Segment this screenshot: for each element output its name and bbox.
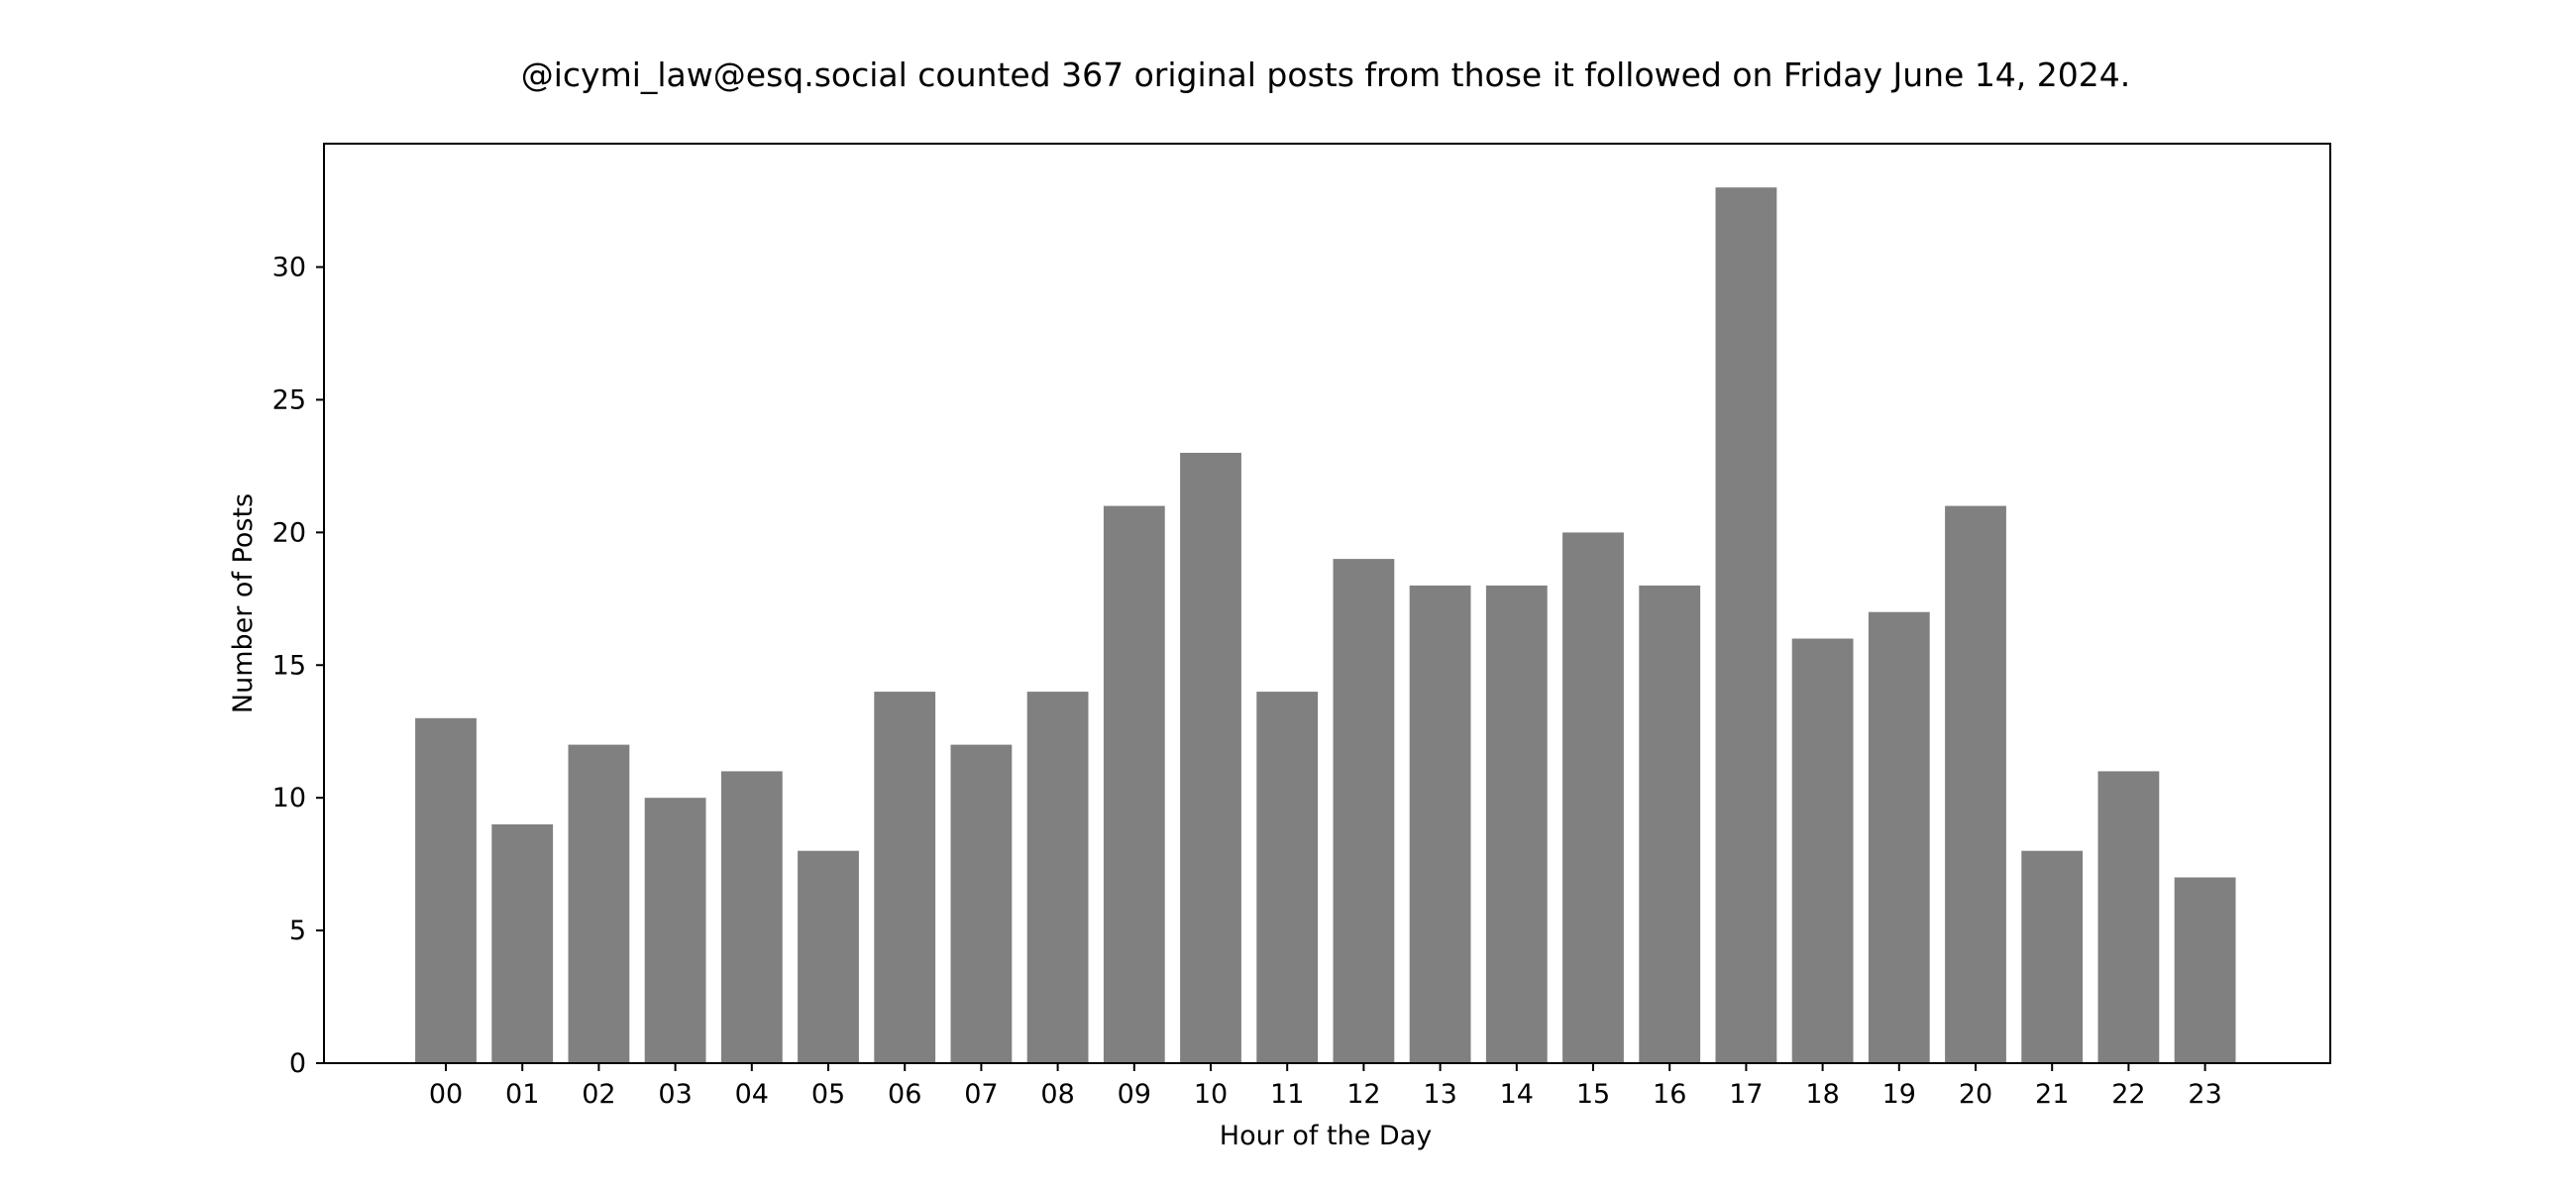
x-tick-label: 12 bbox=[1346, 1079, 1380, 1110]
x-tick-label: 23 bbox=[2188, 1079, 2221, 1110]
x-tick-label: 07 bbox=[964, 1079, 998, 1110]
bar-06 bbox=[874, 692, 936, 1063]
x-tick-label: 10 bbox=[1194, 1079, 1228, 1110]
x-tick-label: 13 bbox=[1423, 1079, 1456, 1110]
bars-group bbox=[415, 187, 2236, 1064]
bar-16 bbox=[1639, 585, 1701, 1063]
bar-20 bbox=[1945, 505, 2006, 1064]
x-tick-label: 19 bbox=[1882, 1079, 1916, 1110]
bar-05 bbox=[798, 850, 859, 1063]
y-tick-label: 0 bbox=[289, 1048, 306, 1079]
x-tick-label: 16 bbox=[1653, 1079, 1686, 1110]
bar-03 bbox=[644, 798, 706, 1063]
bar-22 bbox=[2097, 771, 2160, 1063]
y-tick-label: 5 bbox=[289, 916, 306, 946]
x-tick-label: 01 bbox=[505, 1079, 539, 1110]
bar-13 bbox=[1409, 585, 1471, 1063]
y-axis-label: Number of Posts bbox=[228, 493, 259, 713]
bar-17 bbox=[1715, 187, 1777, 1063]
bar-11 bbox=[1256, 692, 1319, 1063]
y-tick-label: 30 bbox=[272, 253, 306, 283]
y-tick-label: 20 bbox=[272, 517, 306, 548]
bar-15 bbox=[1562, 532, 1624, 1063]
bar-07 bbox=[950, 744, 1013, 1063]
x-tick-label: 20 bbox=[1959, 1079, 1992, 1110]
x-tick-label: 02 bbox=[582, 1079, 615, 1110]
y-axis: 0 5 10 15 20 25 30 bbox=[272, 253, 324, 1079]
bar-19 bbox=[1868, 611, 1930, 1063]
x-tick-label: 15 bbox=[1576, 1079, 1610, 1110]
x-tick-label: 22 bbox=[2111, 1079, 2145, 1110]
bar-12 bbox=[1333, 559, 1395, 1063]
bar-21 bbox=[2021, 850, 2084, 1063]
y-tick-label: 25 bbox=[272, 384, 306, 415]
y-tick-label: 10 bbox=[272, 783, 306, 813]
bar-00 bbox=[415, 717, 477, 1063]
plot-frame bbox=[323, 143, 2331, 1064]
x-tick-label: 03 bbox=[658, 1079, 692, 1110]
y-tick-label: 15 bbox=[272, 650, 306, 681]
x-tick-label: 11 bbox=[1270, 1079, 1304, 1110]
x-tick-label: 18 bbox=[1805, 1079, 1839, 1110]
bar-10 bbox=[1180, 453, 1241, 1063]
x-tick-label: 08 bbox=[1040, 1079, 1074, 1110]
x-tick-label: 06 bbox=[888, 1079, 921, 1110]
bar-18 bbox=[1791, 638, 1854, 1063]
bar-02 bbox=[568, 744, 630, 1063]
bar-23 bbox=[2174, 877, 2236, 1063]
x-tick-label: 05 bbox=[811, 1079, 845, 1110]
x-tick-label: 17 bbox=[1729, 1079, 1763, 1110]
x-tick-label: 21 bbox=[2035, 1079, 2069, 1110]
x-axis-label: Hour of the Day bbox=[1220, 1121, 1432, 1151]
x-axis: 00 01 02 03 04 05 06 07 08 09 10 11 12 13 14 15 16 17 18 19… bbox=[429, 1063, 2222, 1110]
x-tick-label: 04 bbox=[735, 1079, 769, 1110]
bar-14 bbox=[1485, 585, 1548, 1063]
bar-04 bbox=[720, 771, 783, 1063]
x-tick-label: 09 bbox=[1118, 1079, 1151, 1110]
bar-09 bbox=[1103, 505, 1165, 1064]
x-tick-label: 14 bbox=[1500, 1079, 1534, 1110]
x-tick-label: 00 bbox=[429, 1079, 463, 1110]
bar-01 bbox=[491, 824, 554, 1063]
bar-08 bbox=[1026, 692, 1089, 1063]
chart-title: @icymi_law@esq.social counted 367 origin… bbox=[521, 55, 2131, 94]
